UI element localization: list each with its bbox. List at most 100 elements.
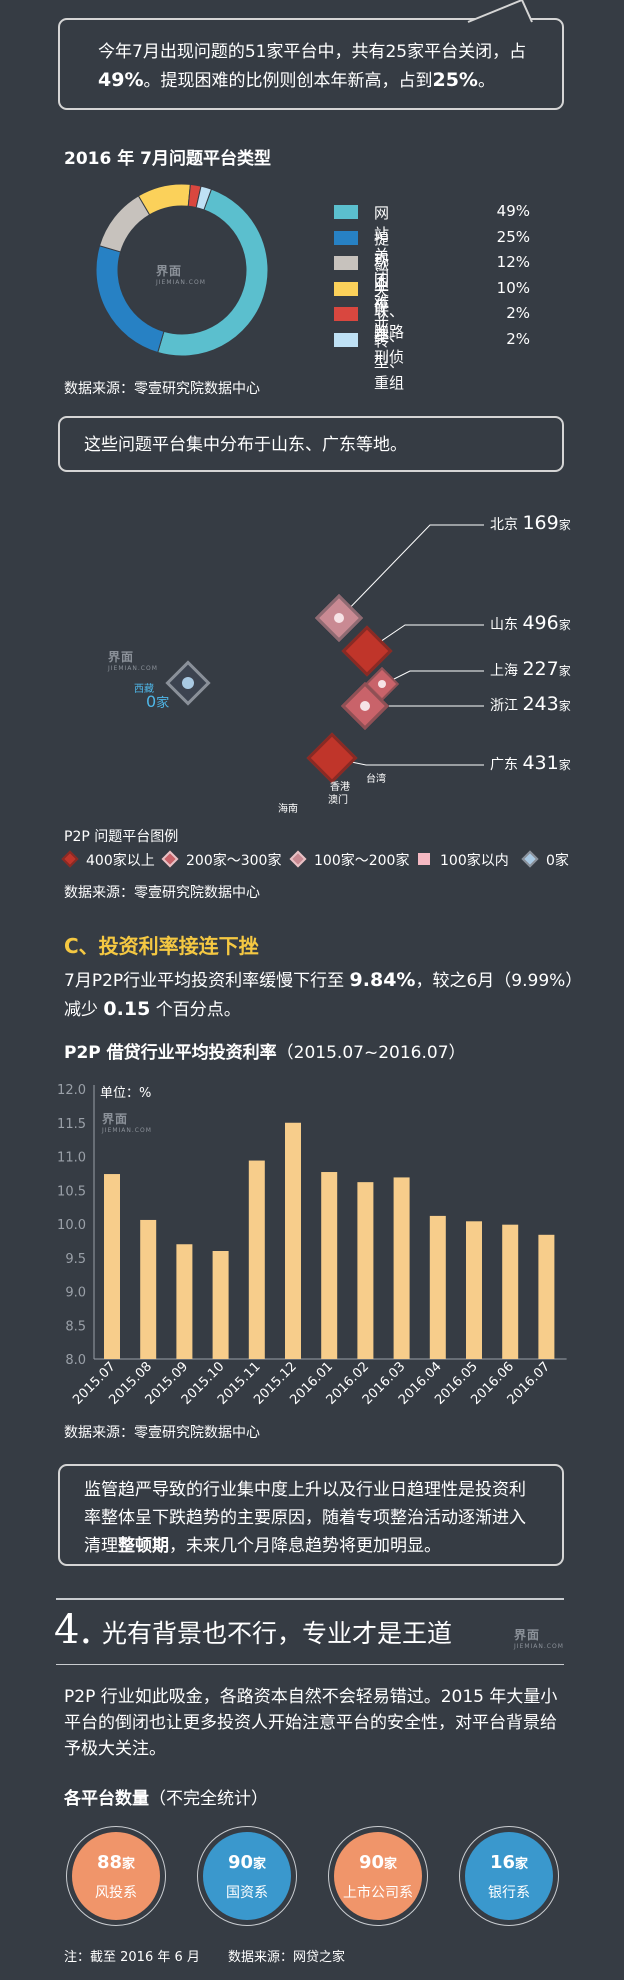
speech-bubble-tail — [467, 0, 533, 23]
map-city-value: 227 — [522, 658, 559, 680]
platform-count-circle: 90家 国资系 — [197, 1826, 297, 1926]
platform-counts-subtitle: （不完全统计） — [149, 1789, 268, 1809]
section4-line3: 予极大关注。 — [64, 1739, 166, 1759]
donut-source: 数据来源：零壹研究院数据中心 — [64, 381, 260, 397]
callout-pct-withdraw: 25% — [432, 69, 478, 91]
platform-count-unit: 家 — [384, 1857, 398, 1872]
section4-bottom-rule — [56, 1664, 564, 1665]
map-legend-swatch — [521, 850, 539, 868]
donut-slice-1 — [157, 188, 269, 357]
bar-2016.05 — [466, 1221, 482, 1359]
donut-legend-swatch — [334, 256, 358, 270]
bar-2015.10 — [212, 1251, 229, 1359]
callout-regulation: 监管趋严导致的行业集中度上升以及行业日趋理性是投资利 率整体呈下跌趋势的主要原因… — [58, 1464, 564, 1566]
map-city-value: 496 — [522, 612, 559, 634]
callout-regulation-line1: 监管趋严导致的行业集中度上升以及行业日趋理性是投资利 — [84, 1480, 526, 1500]
platform-count-value: 90 — [227, 1852, 254, 1873]
map-legend-swatch — [289, 850, 307, 868]
platform-count-number: 88家 — [72, 1852, 160, 1873]
map-marker-shanghai-dot — [378, 680, 386, 688]
map-label-macau: 澳门 — [328, 795, 348, 806]
platform-count-value: 16 — [489, 1852, 516, 1873]
map-legend-swatch — [418, 853, 430, 865]
platform-count-label: 银行系 — [488, 1885, 530, 1901]
platform-count-unit: 家 — [122, 1857, 136, 1872]
section-c-text-3: 减少 — [64, 1000, 104, 1020]
donut-watermark-logo: 界面 — [156, 264, 183, 278]
map-city-name: 山东 — [490, 617, 523, 633]
platform-counts-heading: 各平台数量（不完全统计） — [64, 1784, 268, 1809]
bar-y-tick: 10.0 — [57, 1218, 86, 1233]
map-label-hongkong: 香港 — [330, 782, 350, 793]
donut-legend-swatch — [334, 332, 358, 347]
section-c-delta: 0.15 — [103, 998, 151, 1020]
bar-2015.09 — [176, 1244, 193, 1359]
platform-count-fill: 16家 银行系 — [465, 1832, 553, 1920]
section4-paragraph: P2P 行业如此吸金，各路资本自然不会轻易错过。2015 年大量小 平台的倒闭也… — [64, 1684, 584, 1762]
donut-legend-value: 10% — [496, 278, 530, 297]
donut-legend-swatch — [334, 205, 358, 219]
map-legend-label: 0家 — [546, 853, 569, 869]
map-city-name: 北京 — [490, 517, 523, 533]
map-marker-xizang-dot — [182, 677, 194, 689]
bar-y-tick: 11.0 — [57, 1151, 86, 1166]
section4-number: 4. — [54, 1607, 93, 1653]
bar-chart-subtitle: （2015.07~2016.07） — [276, 1043, 466, 1063]
map-city-unit: 家 — [558, 518, 571, 532]
bar-y-tick: 9.0 — [65, 1286, 86, 1301]
donut-legend-swatch — [334, 281, 358, 296]
map-legend-label: 100家以内 — [440, 853, 509, 869]
donut-legend-value: 2% — [506, 329, 530, 348]
donut-legend-label: 网站关闭 — [374, 204, 390, 285]
platform-count-label: 风投系 — [95, 1885, 137, 1901]
section4-note: 注：截至 2016 年 6 月 — [64, 1950, 200, 1965]
platform-count-circle: 90家 上市公司系 — [328, 1826, 428, 1926]
platform-count-label: 上市公司系 — [343, 1885, 413, 1901]
bar-chart: 12.011.511.010.510.09.59.08.58.02015.072… — [57, 1083, 567, 1408]
section-c-text-4: 个百分点。 — [150, 1000, 241, 1020]
map-city-label: 上海 227家 — [490, 658, 571, 680]
donut-legend-swatch — [334, 307, 358, 321]
section-c-title: C、投资利率接连下挫 — [64, 934, 259, 958]
section4-top-rule — [56, 1598, 564, 1600]
bar-chart-unit: 单位：% — [100, 1086, 152, 1101]
section-c-text-2: ，较之6月（9.99%） — [415, 971, 583, 991]
map-city-label: 广东 431家 — [490, 752, 571, 774]
donut-legend-label: 转型、重组 — [374, 331, 405, 392]
callout-distribution-text: 这些问题平台集中分布于山东、广东等地。 — [84, 435, 407, 455]
platform-count-unit: 家 — [253, 1857, 267, 1872]
map-watermark-logo: 界面 — [108, 650, 135, 664]
donut-legend-label: 立案、刑侦 — [374, 306, 405, 366]
map-city-unit: 家 — [558, 758, 571, 772]
callout-regulation-emph: 整顿期 — [118, 1536, 169, 1556]
callout-text-mid: 。提现困难的比例则创本年新高，占到 — [143, 71, 433, 91]
bar-y-tick: 8.5 — [65, 1319, 86, 1334]
map-legend-label: 100家～200家 — [314, 853, 410, 869]
donut-legend-value: 12% — [496, 253, 530, 271]
donut-chart-title: 2016 年 7月问题平台类型 — [64, 149, 271, 169]
map-watermark: 界面 JIEMIAN.COM — [108, 648, 158, 672]
platform-count-number: 90家 — [203, 1852, 291, 1873]
map-city-label: 浙江 243家 — [490, 693, 571, 715]
map-city-name: 浙江 — [490, 698, 523, 714]
map-city-unit: 家 — [558, 664, 571, 678]
platform-count-fill: 90家 国资系 — [203, 1832, 291, 1920]
callout-regulation-line3c: ，未来几个月降息趋势将更加明显。 — [169, 1536, 441, 1556]
donut-legend-swatch — [334, 230, 358, 245]
map-label-taiwan: 台湾 — [366, 774, 386, 785]
map-city-unit: 家 — [558, 699, 571, 713]
callout-regulation-text: 监管趋严导致的行业集中度上升以及行业日趋理性是投资利 率整体呈下跌趋势的主要原因… — [84, 1476, 554, 1560]
section4-line1: P2P 行业如此吸金，各路资本自然不会轻易错过。2015 年大量小 — [64, 1687, 558, 1707]
bar-watermark: 界面 JIEMIAN.COM — [102, 1110, 152, 1134]
bar-chart-heading: P2P 借贷行业平均投资利率（2015.07~2016.07） — [64, 1038, 466, 1063]
donut-legend-label: 歇业停业 — [374, 255, 390, 336]
bar-2016.03 — [393, 1177, 410, 1359]
platform-count-fill: 90家 上市公司系 — [334, 1832, 422, 1920]
bar-source: 数据来源：零壹研究院数据中心 — [64, 1425, 260, 1441]
section-c-paragraph: 7月P2P行业平均投资利率缓慢下行至 9.84%，较之6月（9.99%） 减少 … — [64, 966, 584, 1024]
bar-2016.02 — [357, 1182, 374, 1359]
callout-distribution: 这些问题平台集中分布于山东、广东等地。 — [58, 416, 564, 472]
donut-chart — [95, 183, 269, 357]
bar-2016.01 — [321, 1172, 338, 1359]
bar-y-tick: 9.5 — [65, 1252, 86, 1267]
